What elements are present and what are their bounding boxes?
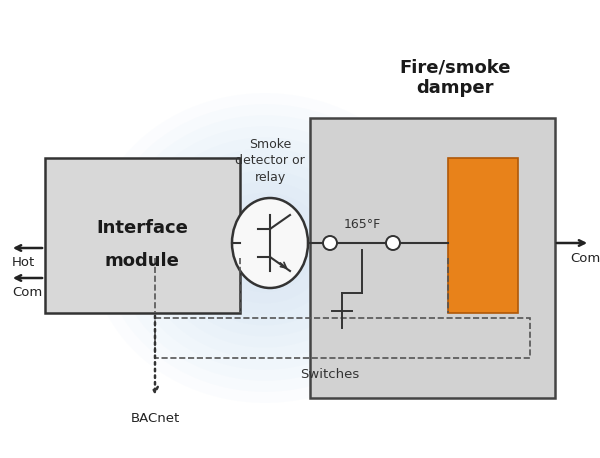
Ellipse shape xyxy=(190,181,340,315)
Text: BACnet: BACnet xyxy=(130,411,179,425)
Ellipse shape xyxy=(140,137,390,359)
Ellipse shape xyxy=(215,204,315,292)
Text: Com: Com xyxy=(570,251,600,265)
Bar xyxy=(155,318,530,358)
Text: 165°F: 165°F xyxy=(343,218,380,231)
Text: Hot: Hot xyxy=(12,256,35,269)
Ellipse shape xyxy=(227,215,302,281)
Ellipse shape xyxy=(115,115,415,381)
Text: detector or: detector or xyxy=(235,154,305,168)
Ellipse shape xyxy=(128,126,403,370)
Ellipse shape xyxy=(103,104,427,392)
Text: relay: relay xyxy=(254,170,286,184)
Text: damper: damper xyxy=(416,79,494,97)
Ellipse shape xyxy=(232,198,308,288)
Ellipse shape xyxy=(203,193,328,303)
Ellipse shape xyxy=(165,159,365,337)
Text: Smoke: Smoke xyxy=(249,138,291,152)
Ellipse shape xyxy=(178,170,353,326)
Text: Fire/smoke: Fire/smoke xyxy=(399,59,511,77)
Ellipse shape xyxy=(253,237,277,259)
Text: Switches: Switches xyxy=(301,369,359,382)
Text: module: module xyxy=(104,252,179,270)
Bar xyxy=(310,118,555,398)
Circle shape xyxy=(323,236,337,250)
Text: Interface: Interface xyxy=(96,219,188,237)
Circle shape xyxy=(386,236,400,250)
Ellipse shape xyxy=(240,226,290,270)
Bar xyxy=(448,158,518,313)
Text: Com: Com xyxy=(12,287,42,300)
Ellipse shape xyxy=(152,148,377,348)
Ellipse shape xyxy=(90,93,440,403)
Bar xyxy=(45,158,240,313)
